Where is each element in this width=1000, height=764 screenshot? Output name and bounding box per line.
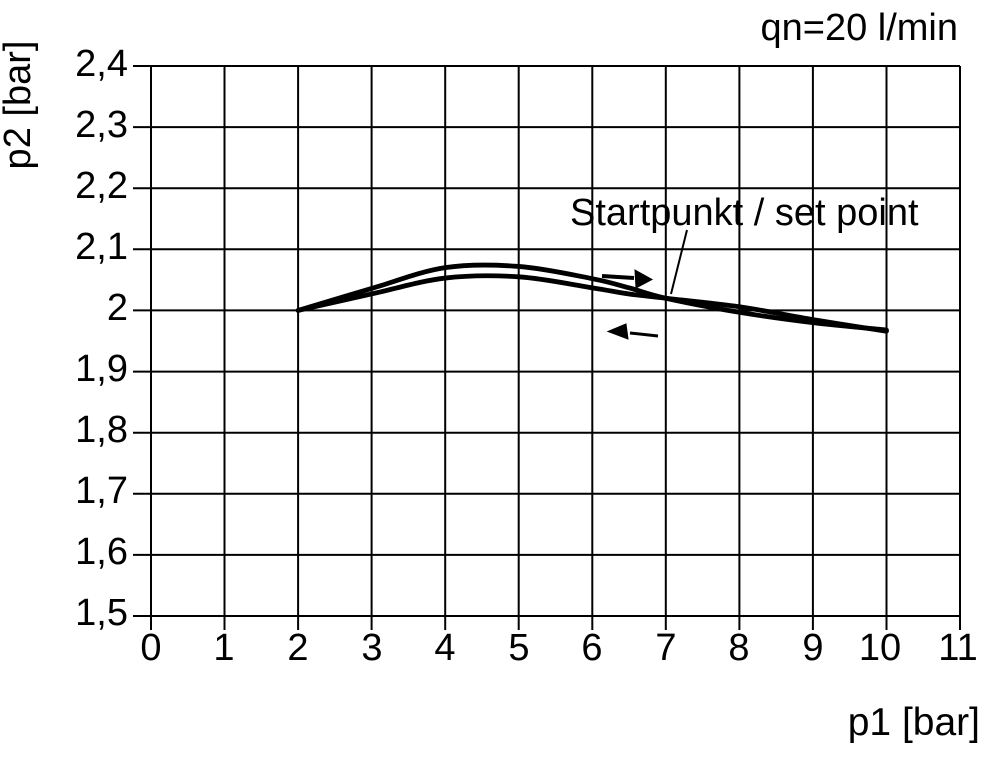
- svg-text:p1 [bar]: p1 [bar]: [848, 701, 980, 744]
- svg-text:0: 0: [140, 627, 161, 669]
- svg-text:9: 9: [802, 627, 823, 669]
- svg-text:1,6: 1,6: [75, 531, 128, 573]
- svg-text:10: 10: [859, 627, 901, 669]
- svg-text:2: 2: [287, 627, 308, 669]
- svg-text:2,1: 2,1: [75, 226, 128, 268]
- svg-text:2,3: 2,3: [75, 104, 128, 146]
- svg-text:2: 2: [107, 287, 128, 329]
- svg-text:7: 7: [655, 627, 676, 669]
- svg-text:1,7: 1,7: [75, 470, 128, 512]
- svg-text:qn=20 l/min: qn=20 l/min: [760, 7, 958, 49]
- svg-text:1,8: 1,8: [75, 409, 128, 451]
- svg-text:1,9: 1,9: [75, 348, 128, 390]
- svg-text:4: 4: [434, 627, 455, 669]
- svg-text:8: 8: [728, 627, 749, 669]
- svg-text:11: 11: [938, 627, 977, 669]
- svg-text:2,4: 2,4: [75, 43, 128, 85]
- svg-text:5: 5: [508, 627, 529, 669]
- svg-text:2,2: 2,2: [75, 165, 128, 207]
- svg-text:Startpunkt / set point: Startpunkt / set point: [570, 192, 919, 234]
- svg-text:p2 [bar]: p2 [bar]: [0, 41, 39, 170]
- svg-text:3: 3: [361, 627, 382, 669]
- svg-text:1: 1: [213, 627, 234, 669]
- svg-text:6: 6: [581, 627, 602, 669]
- svg-text:1,5: 1,5: [75, 592, 128, 634]
